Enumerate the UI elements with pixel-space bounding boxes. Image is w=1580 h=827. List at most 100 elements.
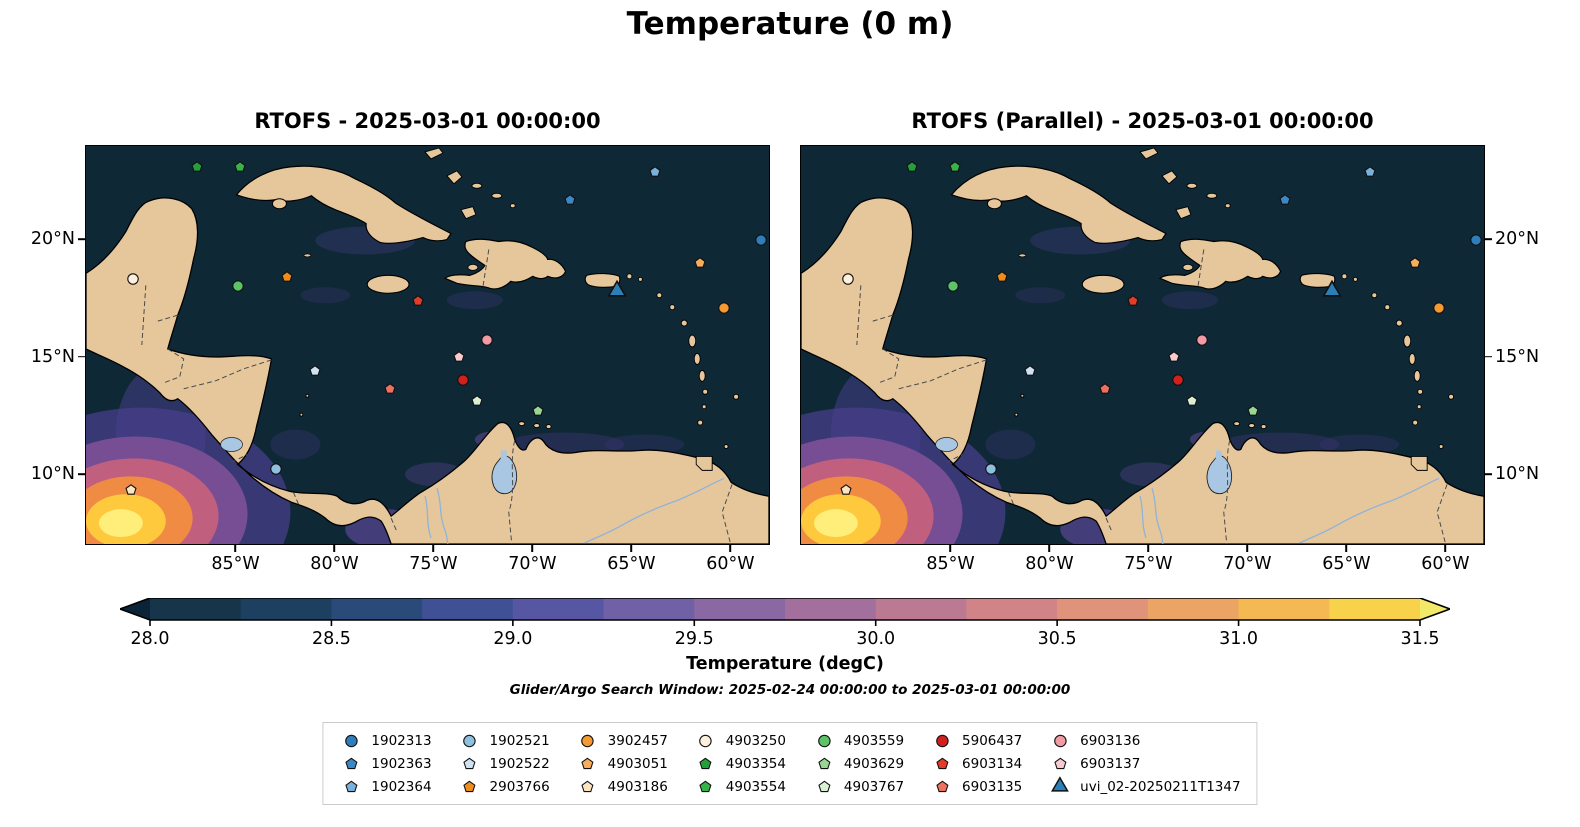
legend-entry-label: 3902457 [607, 732, 668, 749]
colorbar-tick-label: 29.5 [674, 629, 714, 649]
figure-title: Temperature (0 m) [626, 6, 954, 42]
pentagon-marker-icon [812, 757, 836, 771]
pentagon-marker-icon [339, 780, 363, 794]
x-tick-mark [949, 545, 952, 552]
x-tick-mark [531, 545, 534, 552]
colorbar-tick-label: 30.5 [1037, 629, 1077, 649]
legend-entry-6903134: 6903134 [930, 753, 1022, 774]
platform-marker-4903250 [842, 273, 855, 286]
y-tick-label: 20°N [1495, 229, 1540, 250]
legend-entry-4903559: 4903559 [812, 730, 904, 751]
x-tick-label: 65°W [607, 554, 656, 574]
colorbar-tick-label: 31.0 [1219, 629, 1259, 649]
platform-marker-1902313 [1470, 233, 1483, 246]
colorbar-label: Temperature (degC) [686, 654, 884, 674]
circle-marker-icon [458, 734, 482, 748]
colorbar-tick-labels: 28.0 28.5 29.0 29.5 30.0 30.5 31.0 31.5 [120, 627, 1450, 651]
platform-marker-4903629 [532, 404, 545, 417]
platform-marker-6903137 [453, 350, 466, 363]
legend-column: 1902521 1902522 2903766 [458, 730, 550, 797]
platform-marker-6903135 [1099, 383, 1112, 396]
pentagon-marker-icon [576, 780, 600, 794]
y-tick-label: 15°N [30, 346, 75, 367]
legend-column: 6903136 6903137 uvi_02-20250211T1347 [1048, 730, 1241, 797]
x-tick-mark [1048, 545, 1051, 552]
circle-marker-icon [930, 734, 954, 748]
search-window-subtitle: Glider/Argo Search Window: 2025-02-24 00… [509, 682, 1071, 698]
legend-entry-label: 1902522 [489, 755, 550, 772]
legend-entry-6903135: 6903135 [930, 776, 1022, 797]
y-tick-mark [1485, 238, 1492, 240]
x-tick-label: 85°W [211, 554, 260, 574]
platform-marker-3902457 [717, 301, 730, 314]
platform-marker-1902364 [1363, 165, 1376, 178]
pentagon-marker-icon [694, 780, 718, 794]
colorbar-tick-label: 28.0 [130, 629, 170, 649]
platform-marker-6903135 [384, 383, 397, 396]
platform-marker-5906437 [1172, 374, 1185, 387]
legend-entry-label: 1902521 [489, 732, 550, 749]
y-axis-ticks: 20°N 15°N 10°N [1495, 145, 1557, 545]
legend-entry-label: 4903629 [843, 755, 905, 772]
colorbar: 28.0 28.5 29.0 29.5 30.0 30.5 31.0 31.5 Tempera… [120, 598, 1450, 674]
x-tick-label: 80°W [1025, 554, 1074, 574]
platform-marker-uvi_02-20250211T1347 [606, 279, 629, 303]
pentagon-marker-icon [930, 780, 954, 794]
pentagon-marker-icon [1048, 757, 1072, 771]
legend-entry-label: 6903135 [962, 778, 1023, 795]
platform-marker-4903629 [1247, 404, 1260, 417]
y-tick-mark [1485, 355, 1492, 358]
legend-entry-label: 1902363 [371, 755, 432, 772]
platform-marker-2903766 [281, 271, 294, 284]
legend-entry-label: 4903554 [725, 778, 786, 795]
legend-entry-label: 1902313 [371, 732, 432, 749]
legend-entry-4903767: 4903767 [812, 776, 904, 797]
pentagon-marker-icon [458, 757, 482, 771]
x-tick-label: 60°W [706, 554, 755, 574]
x-tick-label: 75°W [1124, 554, 1173, 574]
legend-entry-label: 4903354 [725, 755, 786, 772]
legend-entry-1902522: 1902522 [458, 753, 550, 774]
platform-marker-1902522 [309, 364, 322, 377]
platform-marker-1902313 [755, 233, 768, 246]
platform-marker-4903250 [127, 273, 140, 286]
y-axis-ticks: 20°N 15°N 10°N [13, 145, 75, 545]
platform-marker-1902521 [984, 463, 997, 476]
platform-marker-4903767 [470, 395, 483, 408]
map-panel-rtofs: RTOFS - 2025-03-01 00:00:00 85°W 80°W 75°W… [31, 109, 770, 574]
basemap-rtofs [85, 145, 770, 545]
legend-entry-4903554: 4903554 [694, 776, 786, 797]
platform-marker-4903051 [693, 257, 706, 270]
legend-entry-label: 1902364 [371, 778, 432, 795]
circle-marker-icon [694, 734, 718, 748]
y-tick-label: 10°N [30, 464, 75, 485]
platform-marker-layer [86, 146, 769, 544]
x-tick-label: 70°W [508, 554, 557, 574]
platform-marker-1902521 [269, 463, 282, 476]
platform-marker-4903559 [946, 280, 959, 293]
x-tick-label: 60°W [1421, 554, 1470, 574]
platform-marker-4903354 [905, 161, 918, 174]
legend-entry-label: 4903250 [725, 732, 786, 749]
y-tick-mark [78, 473, 85, 476]
legend-entry-label: 6903137 [1080, 755, 1141, 772]
legend-entry-3902457: 3902457 [576, 730, 668, 751]
x-tick-label: 65°W [1322, 554, 1371, 574]
legend-entry-2903766: 2903766 [458, 776, 550, 797]
legend-entry-4903354: 4903354 [694, 753, 786, 774]
legend: 1902313 1902363 1902364 1902521 1902522 29037… [322, 722, 1258, 805]
x-tick-label: 85°W [926, 554, 975, 574]
legend-entry-1902313: 1902313 [339, 730, 432, 751]
legend-entry-label: 2903766 [489, 778, 550, 795]
legend-entry-label: 4903767 [843, 778, 905, 795]
platform-marker-4903186 [125, 484, 138, 497]
legend-entry-4903186: 4903186 [576, 776, 668, 797]
legend-entry-label: 4903186 [607, 778, 668, 795]
circle-marker-icon [1048, 734, 1072, 748]
legend-column: 4903250 4903354 4903554 [694, 730, 786, 797]
y-tick-mark [78, 238, 85, 240]
platform-marker-4903354 [190, 161, 203, 174]
platform-marker-1902363 [563, 193, 576, 206]
panel-title-rtofs: RTOFS - 2025-03-01 00:00:00 [254, 109, 601, 133]
legend-entry-4903250: 4903250 [694, 730, 786, 751]
